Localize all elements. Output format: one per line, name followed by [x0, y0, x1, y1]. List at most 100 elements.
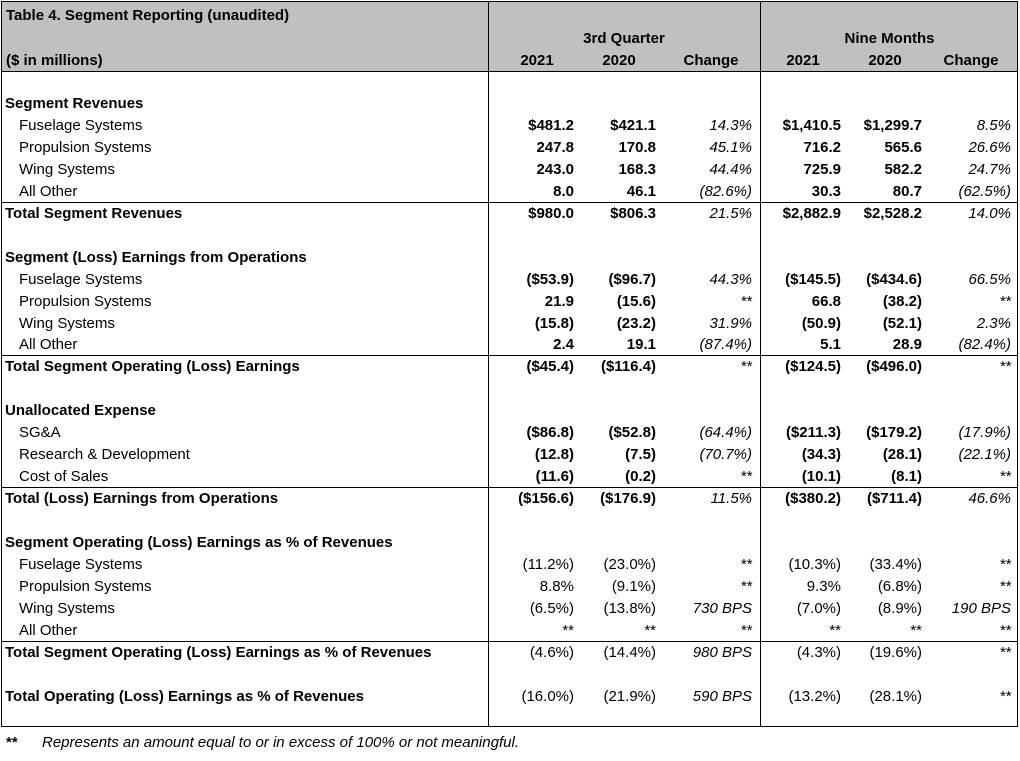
cell-n21: $2,882.9 [782, 204, 841, 222]
cell-n20: (8.1) [891, 468, 922, 486]
cell-qc: 45.1% [709, 138, 752, 156]
col-header-q-2021: 2021 [520, 52, 554, 69]
cell-q20: 46.1 [626, 182, 656, 200]
cell-qc: 44.4% [709, 160, 752, 178]
cell-qc: ** [740, 292, 752, 310]
cell-n20: ** [910, 621, 922, 639]
cell-n20: (52.1) [882, 314, 922, 332]
spacer-row [2, 377, 1017, 399]
footnote-mark: ** [6, 734, 18, 751]
cell-n20: $2,528.2 [863, 204, 922, 222]
cell-n21: $1,410.5 [782, 116, 841, 134]
cell-n21: (50.9) [801, 314, 841, 332]
cell-q20: 168.3 [618, 160, 656, 178]
cell-q20: (7.5) [625, 446, 656, 464]
cell-n20: (28.1%) [869, 687, 922, 705]
cell-qc: ** [740, 621, 752, 639]
row-label: Wing Systems [19, 599, 115, 617]
section-heading-row: Unallocated Expense [2, 399, 1017, 421]
cell-n20: 28.9 [892, 336, 922, 354]
cell-nc: ** [999, 687, 1011, 705]
table-row: Fuselage Systems $481.2 $421.1 14.3% $1,410.… [2, 114, 1017, 136]
cell-nc: 190 BPS [951, 599, 1011, 617]
cell-n21: (4.3%) [796, 643, 841, 661]
cell-qc: ** [740, 555, 752, 573]
cell-nc: 14.0% [968, 204, 1011, 222]
cell-q20: 170.8 [618, 138, 656, 156]
table-row: Propulsion Systems 21.9 (15.6) ** 66.8 (38.2)… [2, 290, 1017, 312]
cell-n21: (10.3%) [788, 555, 841, 573]
cell-q21: (11.6) [535, 468, 574, 486]
cell-q21: ($45.4) [526, 358, 574, 376]
row-label: SG&A [19, 424, 61, 442]
footnote-text: Represents an amount equal to or in exce… [42, 734, 519, 751]
spacer-row [2, 663, 1017, 685]
section-heading-row: Segment Revenues [2, 92, 1017, 114]
table-row: Propulsion Systems 247.8 170.8 45.1% 716.2 56… [2, 136, 1017, 158]
cell-n21: 5.1 [820, 336, 841, 354]
cell-q20: (0.2) [625, 468, 656, 486]
cell-q20: (21.9%) [603, 687, 656, 705]
row-label: Propulsion Systems [19, 292, 152, 310]
cell-n21: 9.3% [806, 577, 841, 595]
cell-nc: 26.6% [968, 138, 1011, 156]
cell-n20: ($496.0) [866, 358, 922, 376]
cell-nc: (82.4%) [958, 336, 1011, 354]
cell-q21: $980.0 [528, 204, 574, 222]
total-rule [2, 355, 1017, 357]
cell-n21: (13.2%) [788, 687, 841, 705]
row-label: Total Segment Operating (Loss) Earnings [5, 358, 300, 376]
footnote: ** Represents an amount equal to or in ex… [6, 734, 519, 752]
total-rule [2, 487, 1017, 489]
cell-q21: ($86.8) [526, 424, 574, 442]
segment-reporting-table: Table 4. Segment Reporting (unaudited) (… [1, 1, 1018, 727]
total-row: Total Segment Operating (Loss) Earnings … [2, 640, 1017, 663]
cell-n21: 716.2 [803, 138, 841, 156]
cell-q20: (13.8%) [603, 599, 656, 617]
cell-q21: (16.0%) [521, 687, 574, 705]
cell-n21: ($124.5) [785, 358, 841, 376]
cell-n20: ($711.4) [866, 490, 922, 508]
cell-qc: 44.3% [709, 270, 752, 288]
cell-n20: 582.2 [884, 160, 922, 178]
row-label: Segment Revenues [5, 95, 144, 112]
cell-nc: 66.5% [968, 270, 1011, 288]
cell-nc: (22.1%) [958, 446, 1011, 464]
section-heading-row: Segment (Loss) Earnings from Operations [2, 246, 1017, 268]
cell-n21: 66.8 [811, 292, 841, 310]
row-label: Propulsion Systems [19, 577, 152, 595]
row-label: Segment (Loss) Earnings from Operations [5, 248, 307, 266]
cell-n20: ($434.6) [866, 270, 922, 288]
row-label: Total Segment Operating (Loss) Earnings … [5, 643, 432, 661]
cell-q20: (23.0%) [603, 555, 656, 573]
cell-n20: 565.6 [884, 138, 922, 156]
col-header-q-2020: 2020 [602, 52, 636, 69]
cell-nc: ** [999, 358, 1011, 376]
cell-q21: (6.5%) [529, 599, 574, 617]
table-row: SG&A ($86.8) ($52.8) (64.4%) ($211.3) ($179.2… [2, 421, 1017, 443]
row-label: Propulsion Systems [19, 138, 152, 156]
table-row: All Other 8.0 46.1 (82.6%) 30.3 80.7 (62.5%) [2, 180, 1017, 202]
cell-n20: (6.8%) [877, 577, 922, 595]
row-label: Unallocated Expense [5, 402, 156, 420]
table-row: Fuselage Systems (11.2%) (23.0%) ** (10.3%) (… [2, 553, 1017, 575]
cell-qc: 590 BPS [692, 687, 752, 705]
cell-n21: (7.0%) [796, 599, 841, 617]
total-row: Total Segment Operating (Loss) Earnings (… [2, 355, 1017, 377]
table-row: Research & Development (12.8) (7.5) (70.7%)… [2, 443, 1017, 465]
total-row: Total (Loss) Earnings from Operations ($1… [2, 487, 1017, 509]
cell-q21: (12.8) [534, 446, 574, 464]
total-rule [2, 640, 1017, 642]
row-label: Wing Systems [19, 314, 115, 332]
cell-qc: ** [740, 468, 752, 486]
table-row: Cost of Sales (11.6) (0.2) ** (10.1) (8.1) ** [2, 465, 1017, 487]
total-row: Total Operating (Loss) Earnings as % of … [2, 685, 1017, 707]
cell-q20: $421.1 [610, 116, 656, 134]
cell-n21: (34.3) [801, 446, 841, 464]
table-row: Propulsion Systems 8.8% (9.1%) ** 9.3% (6.8%)… [2, 575, 1017, 597]
row-label: Fuselage Systems [19, 270, 143, 288]
row-label: Total (Loss) Earnings from Operations [5, 490, 279, 508]
cell-n20: (28.1) [882, 446, 922, 464]
table-title: Table 4. Segment Reporting (unaudited) [6, 7, 290, 24]
cell-q21: 8.8% [539, 577, 574, 595]
